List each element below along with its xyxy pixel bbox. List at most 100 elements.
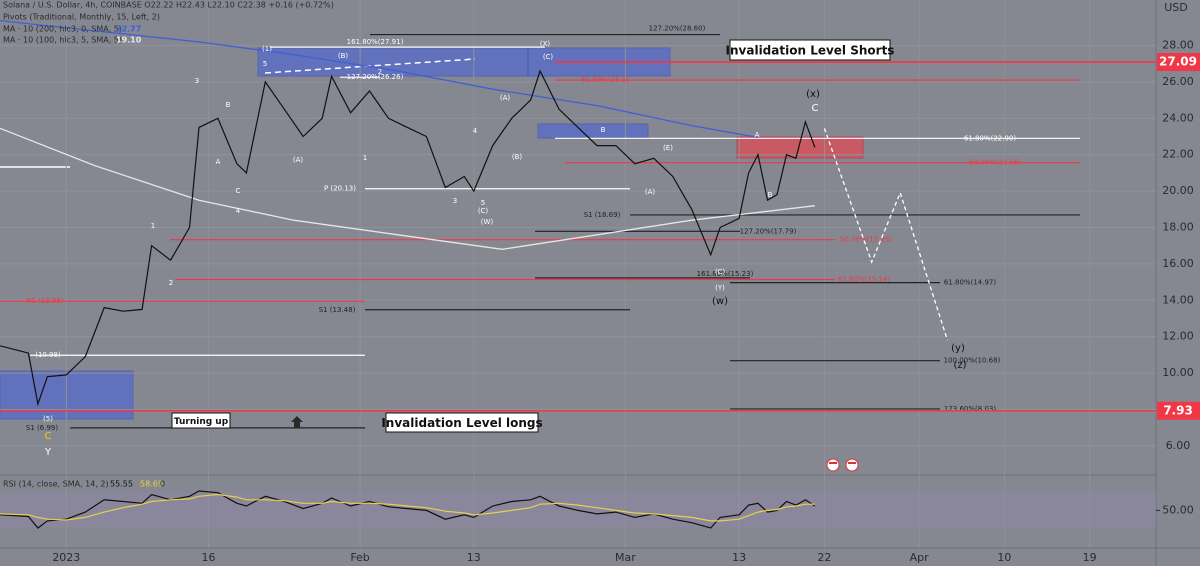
level-label: 127.20%(26.26) [347,73,404,81]
wave-label: Y [44,447,52,458]
wave-label: (E) [663,144,673,152]
zone [537,123,649,139]
wave-label: 3 [195,77,199,85]
x-tick-label: 2023 [52,551,80,564]
y-tick-label: 26.00 [1162,75,1194,88]
flag-stripe [829,462,837,464]
note-box [729,39,891,61]
level-label: 127.20%(17.79) [740,227,797,235]
up-arrow-icon [291,416,303,428]
wave-label: (B) [512,153,523,161]
zone [257,47,529,77]
note-box [171,412,231,429]
rsi-header: RSI (14, close, SMA, 14, 2) [3,480,109,489]
x-tick-label: Apr [910,551,930,564]
legend-value: 22.77 [116,25,141,34]
flag-icon [845,458,859,472]
wave-label: 1 [363,154,367,162]
moving-average [0,127,815,250]
y-tick-label: 20.00 [1162,184,1194,197]
rsi-header: 55.55 [110,480,133,489]
wave-label: A [755,131,760,139]
y-tick-label: 22.00 [1162,148,1194,161]
wave-label: 5 [481,199,485,207]
level-label: S1 (13.48) [319,306,356,314]
legend-entry: MA · 10 (200, hlc3, 0, SMA, 5) [3,25,122,34]
price-line [0,490,816,529]
wave-label: 4 [473,127,478,135]
level-label: 61.80%(14.97) [944,279,996,287]
x-tick-label: 19 [1083,551,1097,564]
wave-label: (C) [478,207,489,215]
level-label: 50.00%(21.56) [969,159,1021,167]
note-box [385,412,539,433]
wave-label: (y) [951,343,965,354]
wave-label: 1 [151,222,155,230]
wave-label: 4 [236,207,241,215]
level-label: S1 (18.69) [584,211,621,219]
level-label: 50.00%(17.33) [840,236,892,244]
wave-label: C [45,431,52,442]
wave-label: (Y) [715,284,725,292]
zone [736,136,864,159]
level-label: R1 (13.95) [26,297,63,305]
note-text: Turning up [174,417,229,427]
wave-label: (1) [262,45,272,53]
y-tick-label: 24.00 [1162,111,1194,124]
x-tick-label: 22 [817,551,831,564]
level-label: S1 (6.99) [26,424,58,432]
wave-label: A [216,158,221,166]
y-tick-label: 6.00 [1166,439,1191,452]
rsi-header: 58.69 [140,480,163,489]
wave-label: (x) [806,89,820,100]
level-label: P (20.13) [324,185,356,193]
flag-stripe [848,462,856,464]
level-label: 161.80%(27.91) [347,38,404,46]
level-label: 61.80%(26.1) [581,76,629,84]
wave-label: 2 [169,279,173,287]
y-tick-label: 50.00 [1162,503,1194,516]
wave-label: (z) [953,360,966,371]
wave-label: 5 [263,60,267,68]
price-box [1157,401,1200,420]
wave-label: (A) [293,156,304,164]
x-tick-label: Feb [350,551,369,564]
y-tick-label: 28.00 [1162,38,1194,51]
price-line [0,69,816,407]
wave-label: (X) [540,40,551,48]
wave-label: B [601,126,606,134]
x-tick-label: 16 [201,551,215,564]
wave-label: 2 [378,68,382,76]
header-text: Pivots (Traditional, Monthly, 15, Left, … [3,13,160,22]
price-box [1157,53,1200,72]
flag-icon [826,458,840,472]
moving-average [0,19,759,139]
wave-label: (5) [43,415,53,423]
wave-label: (A) [645,188,656,196]
level-label: 61.80%(22.90) [964,134,1016,142]
x-tick-label: 13 [467,551,481,564]
y-tick-label: 14.00 [1162,293,1194,306]
y-tick-label: 16.00 [1162,257,1194,270]
x-tick-label: 10 [997,551,1011,564]
wave-label: (C) [715,268,726,276]
note-text: Invalidation Level longs [381,416,542,430]
rsi-band [0,492,1156,527]
level-label: 123.60%(8.03) [944,405,996,413]
y-tick-label: 12.00 [1162,330,1194,343]
y-tick-label: 10.00 [1162,366,1194,379]
wave-label: (B) [338,52,349,60]
legend-entry: MA · 10 (100, hlc3, 5, SMA, 5) [3,36,122,45]
wave-label: B [226,101,231,109]
wave-label: (A) [500,94,511,102]
note-text: Invalidation Level Shorts [726,44,895,58]
level-label: 161.80%(15.23) [697,270,754,278]
legend-value: 19.10 [116,36,142,45]
price-box-label: 27.09 [1159,55,1197,69]
x-tick-label: Mar [615,551,636,564]
x-tick-label: 13 [732,551,746,564]
price-line [0,493,815,522]
projection-line [823,128,949,341]
